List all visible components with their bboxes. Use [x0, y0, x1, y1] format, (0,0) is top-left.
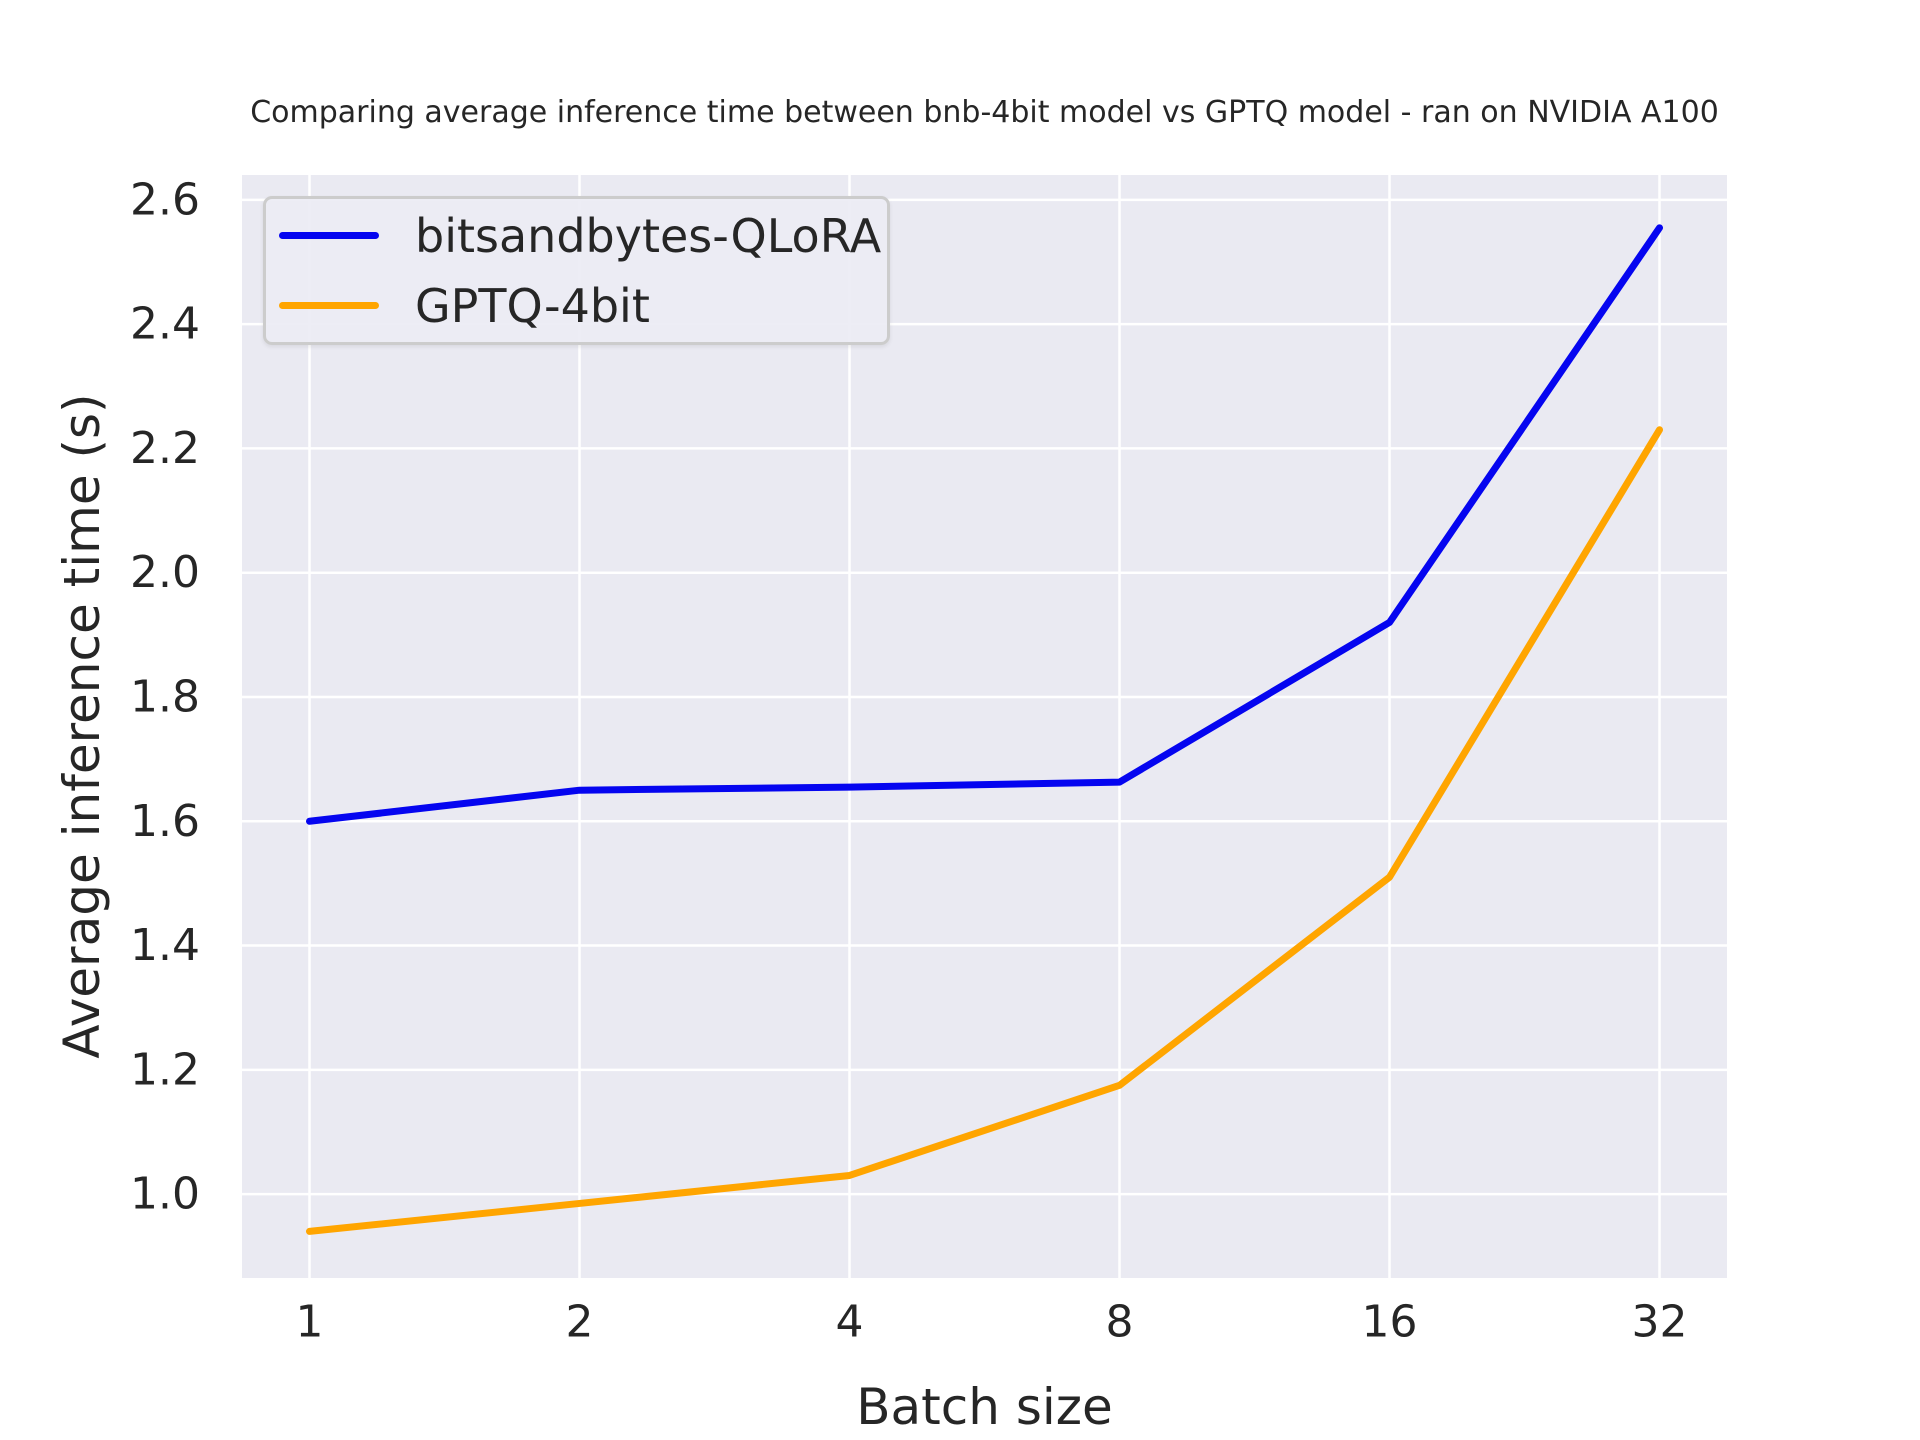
- x-tick-label: 8: [1106, 1297, 1134, 1348]
- x-tick-label: 2: [566, 1297, 594, 1348]
- y-tick-label: 2.2: [130, 423, 200, 474]
- y-tick-label: 2.0: [130, 547, 200, 598]
- legend-line-sample-gptq: [279, 302, 379, 309]
- y-tick-labels: 1.0 1.2 1.4 1.6 1.8 2.0 2.2 2.4 2.6: [130, 174, 200, 1219]
- y-axis-label: Average inference time (s): [53, 393, 111, 1059]
- y-tick-label: 1.4: [130, 920, 200, 971]
- x-tick-label: 16: [1362, 1297, 1418, 1348]
- y-tick-label: 2.4: [130, 299, 200, 350]
- y-tick-label: 1.0: [130, 1169, 200, 1220]
- legend-item: bitsandbytes-QLoRA: [266, 208, 887, 264]
- series-line-GPTQ-4bit: [306, 426, 1663, 1235]
- y-tick-label: 2.6: [130, 174, 200, 225]
- x-tick-label: 1: [296, 1297, 324, 1348]
- series-line-bitsandbytes-QLoRA: [306, 224, 1663, 825]
- y-tick-label: 1.6: [130, 796, 200, 847]
- legend-line-sample-bitsandbytes: [279, 232, 379, 239]
- x-tick-labels: 1 2 4 8 16 32: [296, 1297, 1688, 1348]
- x-tick-label: 32: [1632, 1297, 1688, 1348]
- y-tick-label: 1.8: [130, 671, 200, 722]
- legend-item-label: GPTQ-4bit: [415, 278, 650, 333]
- y-tick-label: 1.2: [130, 1044, 200, 1095]
- legend: bitsandbytes-QLoRA GPTQ-4bit: [263, 196, 890, 345]
- legend-item: GPTQ-4bit: [266, 278, 887, 334]
- x-axis-label: Batch size: [856, 1378, 1113, 1436]
- x-tick-label: 4: [836, 1297, 864, 1348]
- chart-title: Comparing average inference time between…: [250, 95, 1719, 130]
- legend-item-label: bitsandbytes-QLoRA: [415, 208, 882, 263]
- series-lines: [306, 224, 1663, 1235]
